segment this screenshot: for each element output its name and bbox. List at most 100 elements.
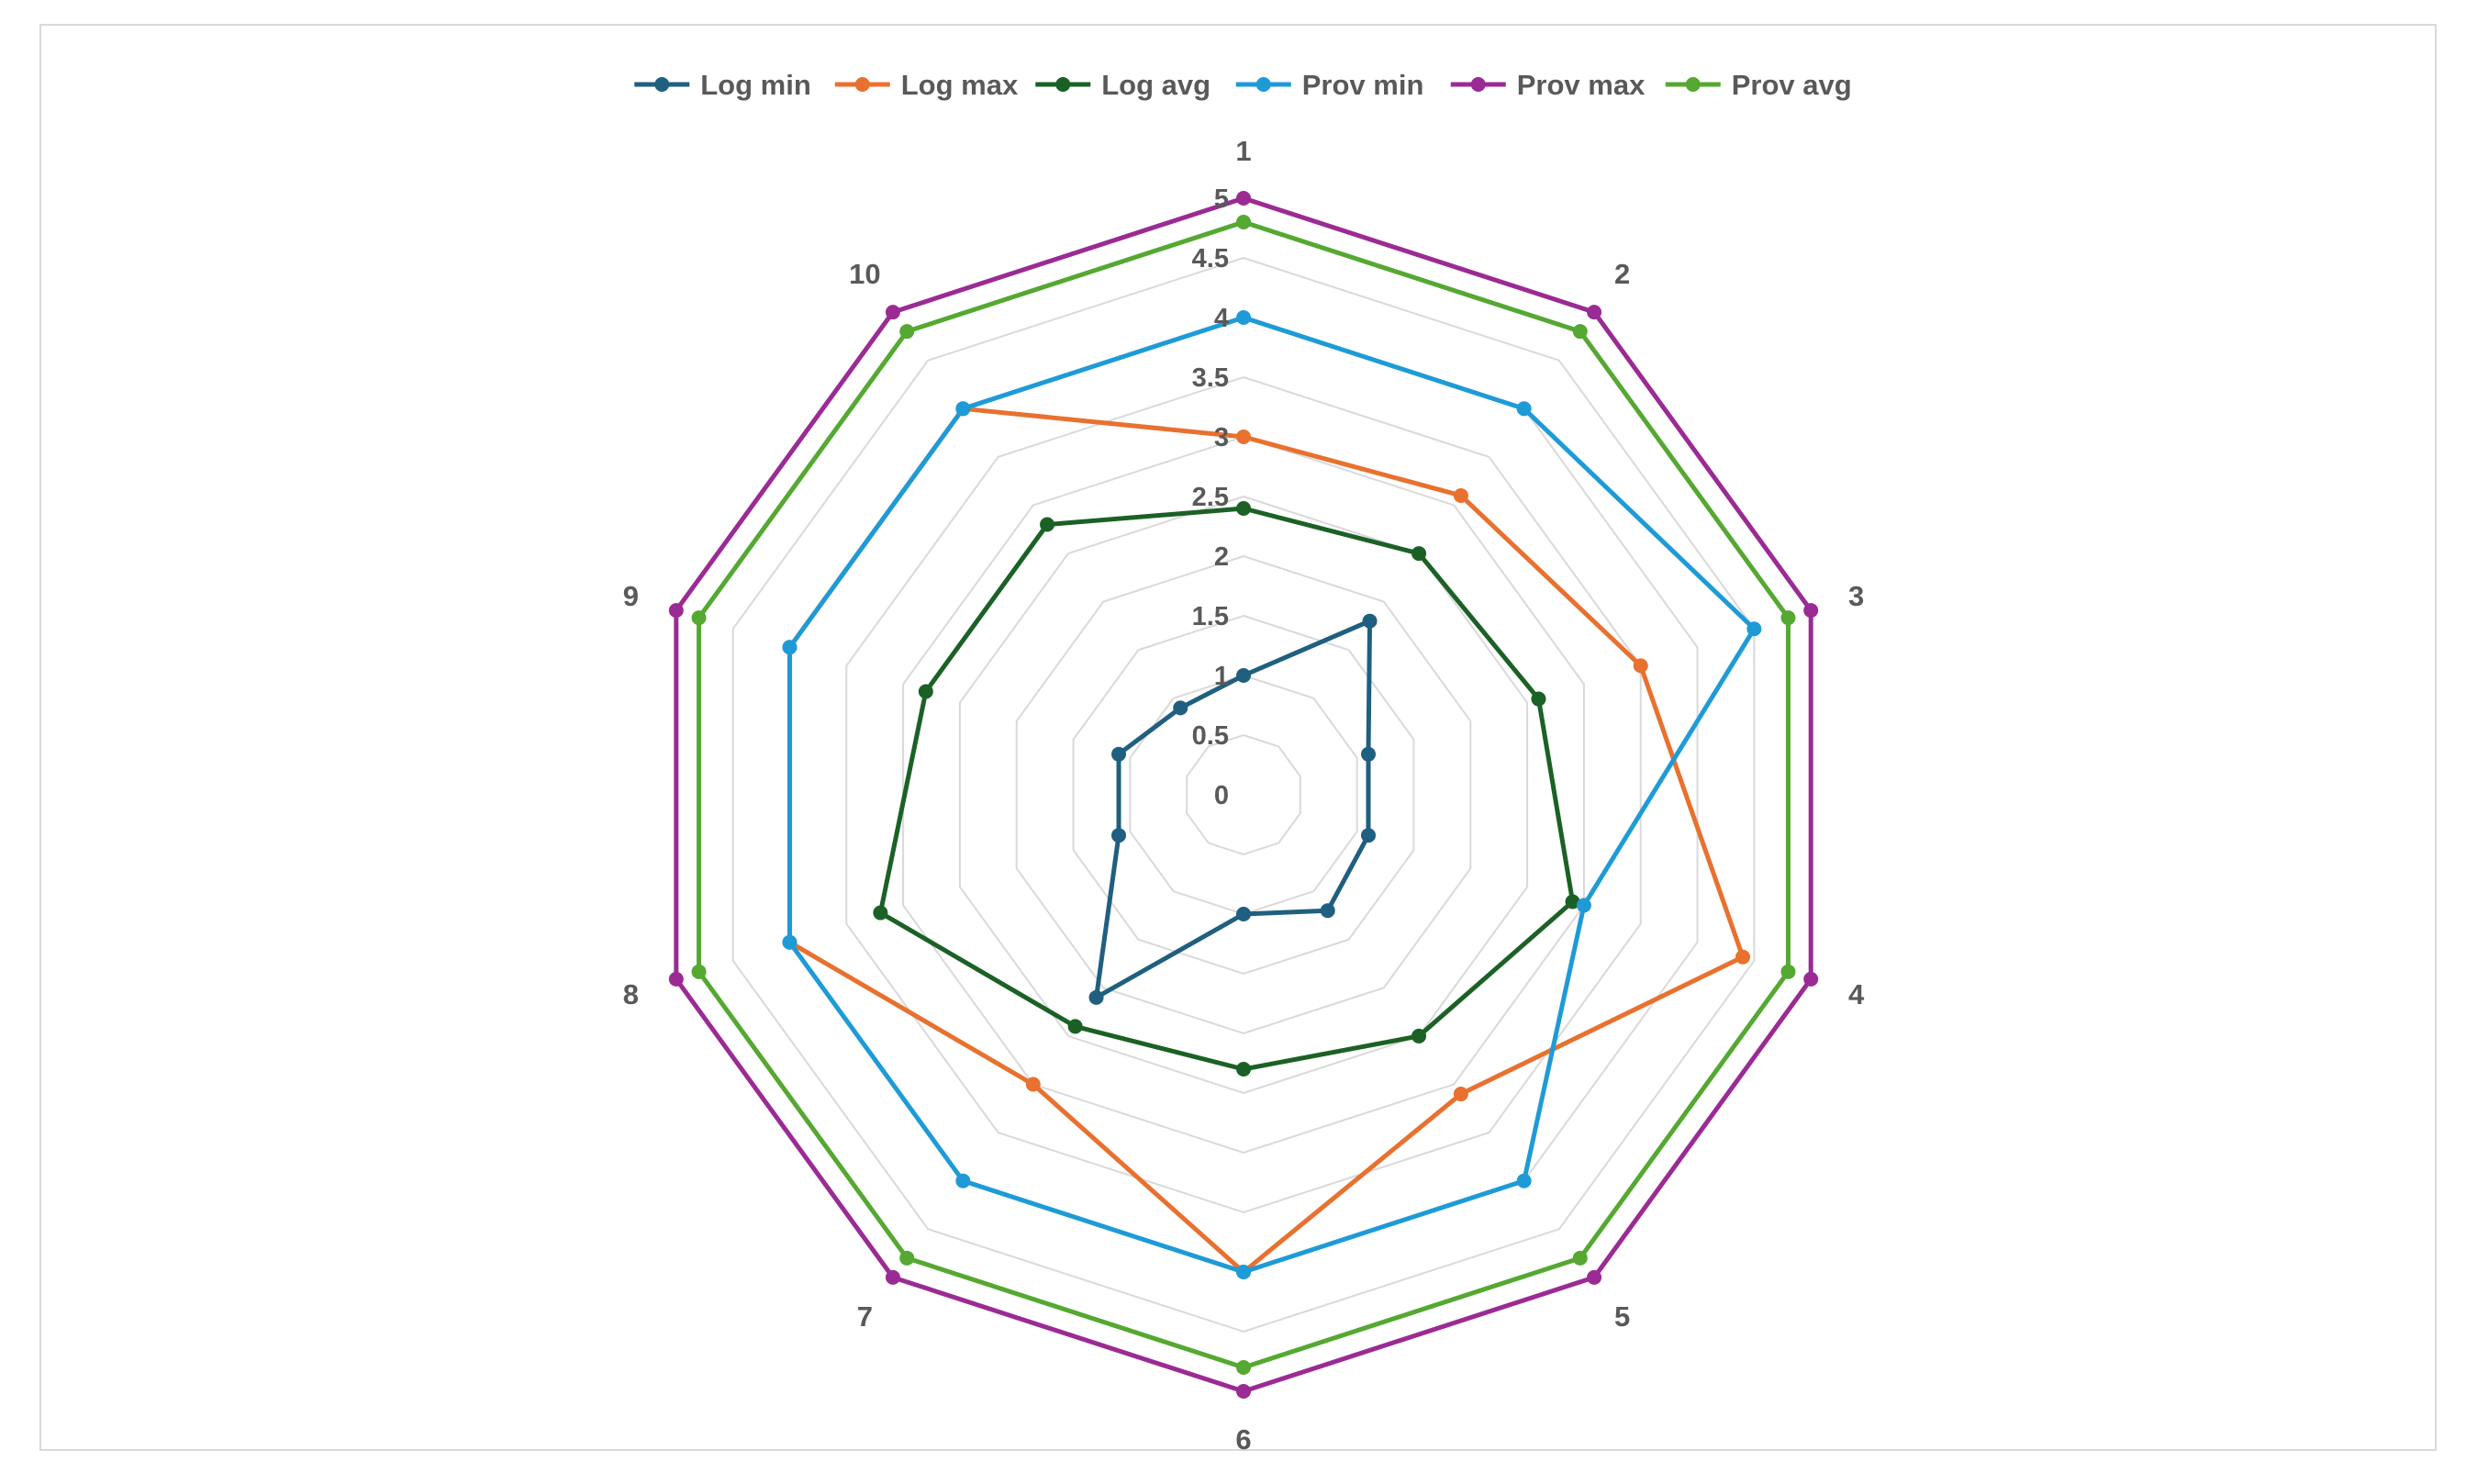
data-point — [1516, 401, 1532, 417]
series-prov-min — [782, 310, 1762, 1279]
data-point — [1236, 1062, 1251, 1077]
legend-label: Prov max — [1517, 69, 1646, 101]
data-point — [955, 1173, 971, 1188]
tick-label: 0.5 — [1192, 721, 1229, 751]
grid-ring — [1186, 733, 1301, 856]
data-point — [1236, 215, 1251, 229]
data-point — [1531, 691, 1546, 707]
data-point — [1040, 517, 1055, 532]
data-point — [668, 971, 684, 987]
grid-ring — [1129, 674, 1358, 916]
legend-swatch-marker — [854, 77, 870, 92]
tick-label: 5 — [1214, 184, 1229, 214]
grid-ring — [1015, 554, 1472, 1035]
series-log-min — [1088, 613, 1378, 1005]
legend-label: Prov avg — [1732, 69, 1852, 101]
data-point — [899, 1250, 915, 1266]
data-point — [1735, 949, 1751, 965]
tick-label: 3 — [1214, 423, 1229, 452]
category-label: 5 — [1614, 1300, 1630, 1333]
data-point — [1236, 1384, 1251, 1399]
data-point — [1320, 903, 1335, 919]
data-point — [1453, 1087, 1468, 1102]
tick-label: 0 — [1214, 781, 1229, 810]
legend-label: Prov min — [1302, 69, 1424, 101]
data-point — [1516, 1173, 1532, 1188]
category-label: 9 — [623, 580, 639, 612]
data-point — [1067, 1019, 1083, 1034]
data-point — [1362, 613, 1378, 629]
data-point — [885, 1269, 900, 1285]
tick-label: 2.5 — [1192, 483, 1229, 512]
data-point — [782, 934, 798, 950]
data-point — [668, 603, 684, 619]
data-point — [1780, 964, 1796, 979]
legend-swatch-marker — [654, 77, 670, 92]
category-label: 1 — [1235, 135, 1251, 167]
legend-item: Prov avg — [1665, 69, 1852, 101]
grid-ring — [958, 495, 1529, 1095]
legend-label: Log max — [901, 69, 1019, 101]
category-label: 4 — [1848, 978, 1865, 1010]
data-point — [1453, 487, 1468, 503]
category-label: 7 — [857, 1300, 873, 1333]
grid-ring — [731, 256, 1756, 1333]
data-point — [1361, 746, 1377, 762]
data-point — [885, 305, 900, 320]
data-point — [1803, 971, 1819, 987]
data-point — [1565, 894, 1580, 909]
grid-ring — [1072, 614, 1415, 976]
data-point — [918, 684, 933, 699]
tick-label: 2 — [1214, 542, 1229, 572]
category-label: 6 — [1235, 1423, 1251, 1453]
data-point — [955, 401, 971, 417]
data-point — [1110, 746, 1126, 762]
series-log-avg — [873, 501, 1580, 1077]
legend-item: Log avg — [1035, 69, 1211, 101]
radar-chart: 0 0.5 1 1.5 2 2.5 3 3.5 4 4.5 5 1 2 3 4 5 6 7 8 9 10 Log mi… — [623, 69, 1865, 1453]
grid-ring — [845, 375, 1642, 1214]
radar-series — [668, 191, 1819, 1399]
data-point — [691, 964, 707, 979]
data-point — [1110, 828, 1126, 843]
data-point — [1633, 658, 1648, 674]
legend-item: Log max — [834, 69, 1019, 101]
data-point — [1572, 1250, 1588, 1266]
series-log-max — [782, 401, 1751, 1279]
legend-swatch-marker — [1685, 77, 1701, 92]
data-point — [1587, 305, 1602, 320]
tick-label: 1.5 — [1192, 602, 1229, 631]
legend-item: Prov min — [1235, 69, 1424, 101]
legend-swatch-marker — [1255, 77, 1271, 92]
data-point — [1587, 1269, 1602, 1285]
data-point — [1803, 603, 1819, 619]
series-line — [787, 315, 1757, 1275]
data-point — [1780, 610, 1796, 626]
series-line — [1094, 619, 1373, 1000]
category-label: 2 — [1614, 258, 1630, 290]
data-point — [782, 640, 798, 655]
category-label: 10 — [849, 258, 880, 290]
legend-item: Prov max — [1450, 69, 1646, 101]
data-point — [1025, 1077, 1041, 1092]
legend-label: Log min — [700, 69, 811, 101]
legend-swatch-marker — [1055, 77, 1071, 92]
data-point — [1236, 501, 1251, 516]
category-label: 8 — [623, 978, 639, 1010]
radial-tick-labels: 0 0.5 1 1.5 2 2.5 3 3.5 4 4.5 5 — [1192, 184, 1229, 810]
grid-ring — [902, 435, 1585, 1155]
data-point — [1572, 324, 1588, 340]
data-point — [1236, 310, 1251, 325]
data-point — [1236, 430, 1251, 444]
data-point — [1088, 989, 1104, 1005]
data-point — [1411, 1028, 1427, 1043]
tick-label: 1 — [1214, 662, 1229, 691]
data-point — [1236, 1360, 1251, 1375]
series-prov-max — [668, 191, 1819, 1399]
data-point — [1236, 668, 1251, 683]
data-point — [1173, 700, 1188, 716]
series-prov-avg — [691, 215, 1796, 1375]
chart-frame: 0 0.5 1 1.5 2 2.5 3 3.5 4 4.5 5 1 2 3 4 5 6 7 8 9 10 Log mi… — [39, 24, 2437, 1453]
category-label: 3 — [1848, 580, 1864, 612]
